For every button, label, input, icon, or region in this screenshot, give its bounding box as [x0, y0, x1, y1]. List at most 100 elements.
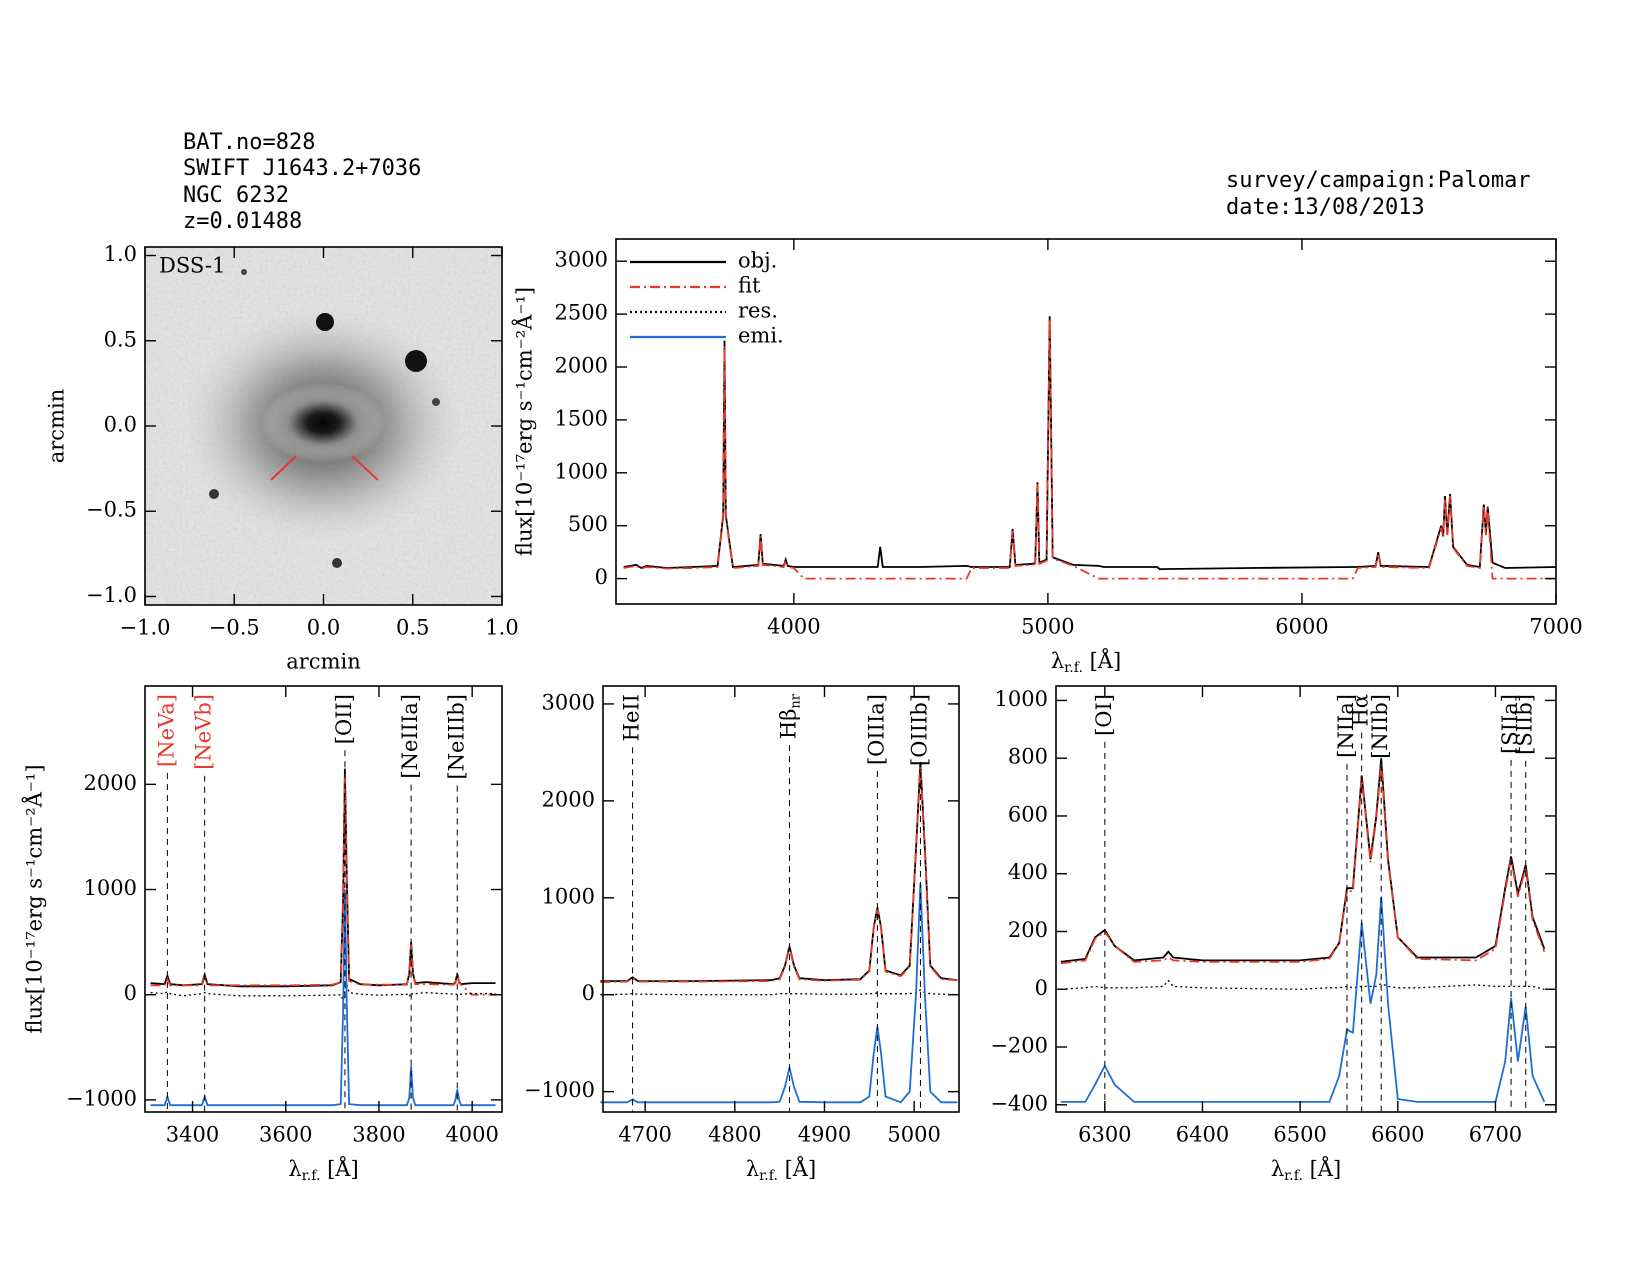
x-tick-label: 5000 — [887, 1123, 940, 1147]
x-tick-label: 3800 — [352, 1123, 405, 1147]
spectrum-line — [623, 319, 1556, 580]
sky-image — [145, 247, 502, 605]
header-text: z=0.01488 — [183, 209, 302, 234]
plot-frame — [615, 238, 1557, 605]
line-label: [NeIIIb] — [444, 694, 468, 780]
spectrum-line — [150, 889, 496, 1107]
y-tick-label: −0.5 — [86, 498, 137, 522]
line-label-sub: nr — [788, 693, 803, 708]
y-tick-label: 200 — [1008, 918, 1048, 942]
line-label: [NIIb] — [1368, 694, 1392, 759]
x-tick-label: −0.5 — [209, 616, 260, 640]
y-tick-label: −200 — [990, 1034, 1048, 1058]
y-tick-label: 600 — [1008, 802, 1048, 826]
y-tick-label: 0 — [124, 981, 137, 1005]
line-label-text: [SIIb] — [1512, 694, 1536, 755]
plot-frame — [144, 685, 503, 1113]
line-label: Hα — [1348, 694, 1372, 727]
x-tick-label: 6700 — [1469, 1123, 1522, 1147]
axis-label: λr.f. [Å] — [1051, 648, 1121, 677]
y-tick-label: 1000 — [555, 459, 608, 483]
line-label-text: [NIIa] — [1334, 694, 1358, 758]
y-tick-label: 3000 — [542, 690, 595, 714]
x-tick-label: 4900 — [798, 1123, 851, 1147]
y-tick-label: 1.0 — [104, 242, 137, 266]
line-label-text: HeII — [619, 694, 643, 741]
y-tick-label: 0 — [595, 565, 608, 589]
axis-label: arcmin — [286, 650, 360, 674]
y-tick-label: 2500 — [555, 301, 608, 325]
header-text: date:13/08/2013 — [1226, 195, 1425, 220]
spectrum-line — [600, 989, 958, 996]
x-tick-label: 3400 — [166, 1123, 219, 1147]
plot-frame — [1055, 685, 1557, 1113]
line-label: HeII — [619, 694, 643, 741]
y-tick-label: 1000 — [84, 876, 137, 900]
line-label-text: Hβ — [776, 709, 800, 739]
y-tick-label: 1000 — [995, 687, 1048, 711]
line-label: [NeVa] — [154, 694, 178, 767]
line-label-text: Hα — [1348, 694, 1372, 727]
x-tick-label: 6300 — [1078, 1123, 1131, 1147]
line-label: [SIIb] — [1512, 694, 1536, 755]
spectrum-line — [150, 768, 496, 988]
x-tick-label: 4000 — [767, 615, 820, 639]
y-tick-label: 400 — [1008, 860, 1048, 884]
line-label-text: [NeVa] — [154, 694, 178, 767]
axis-label-sub: r.f. — [759, 1168, 778, 1184]
x-tick-label: 6000 — [1275, 615, 1328, 639]
line-label: [SIIa] — [1498, 694, 1522, 754]
header-text: SWIFT J1643.2+7036 — [183, 156, 421, 181]
x-tick-label: 1.0 — [485, 616, 518, 640]
header: BAT.no=828 SWIFT J1643.2+7036 NGC 6232 z… — [183, 130, 1531, 234]
spectrum-line — [1060, 758, 1546, 963]
legend-label: fit — [738, 274, 761, 298]
y-tick-label: 1500 — [555, 406, 608, 430]
spectrum-line — [150, 773, 496, 996]
axis-label-part: λ — [1051, 649, 1064, 673]
line-label-text: [OIIIb] — [907, 694, 931, 766]
plot-frame — [602, 685, 960, 1113]
x-tick-label: 6400 — [1176, 1123, 1229, 1147]
x-tick-label: 4700 — [618, 1123, 671, 1147]
spectrum-line — [600, 762, 958, 982]
spectrum-line — [150, 982, 496, 1003]
x-tick-label: 3600 — [259, 1123, 312, 1147]
line-label: [OIIIa] — [864, 694, 888, 765]
axis-label-sub: r.f. — [1064, 660, 1083, 676]
axis-label-part: [Å] — [778, 1156, 816, 1181]
line-label-text: [NeIIIb] — [444, 694, 468, 780]
axis-label-part: λ — [1271, 1157, 1284, 1181]
line-label: Hβnr — [776, 693, 803, 739]
line-label-text: [NeVb] — [191, 694, 215, 770]
axis-label-part: [Å] — [1303, 1156, 1341, 1181]
axis-label-part: λ — [288, 1157, 301, 1181]
line-label-text: [OIIIa] — [864, 694, 888, 765]
legend-label: obj. — [738, 249, 777, 273]
x-tick-label: 4000 — [445, 1123, 498, 1147]
axis-label: λr.f. [Å] — [746, 1156, 816, 1185]
axis-label-sub: r.f. — [302, 1168, 321, 1184]
spectrum-line — [1060, 763, 1546, 965]
header-text: BAT.no=828 — [183, 130, 315, 155]
line-label-text: [OII] — [331, 694, 355, 744]
y-tick-label: −1000 — [66, 1086, 137, 1110]
spectrum-line — [1060, 896, 1546, 1103]
y-tick-label: −1000 — [524, 1078, 595, 1102]
y-tick-label: −1.0 — [86, 583, 137, 607]
axis-label-part: [Å] — [1083, 648, 1121, 673]
x-tick-label: 0.0 — [307, 616, 340, 640]
spectrum-line — [600, 883, 958, 1104]
line-label: [NIIa] — [1334, 694, 1358, 758]
y-tick-label: 500 — [568, 512, 608, 536]
y-tick-label: −400 — [990, 1091, 1048, 1115]
spectrum-line — [600, 766, 958, 983]
y-tick-label: 2000 — [84, 771, 137, 795]
line-label-text: [NeIIIa] — [398, 694, 422, 779]
x-tick-label: 7000 — [1529, 615, 1582, 639]
y-tick-label: 0.0 — [104, 413, 137, 437]
x-tick-label: 5000 — [1021, 615, 1074, 639]
x-tick-label: 0.5 — [396, 616, 429, 640]
